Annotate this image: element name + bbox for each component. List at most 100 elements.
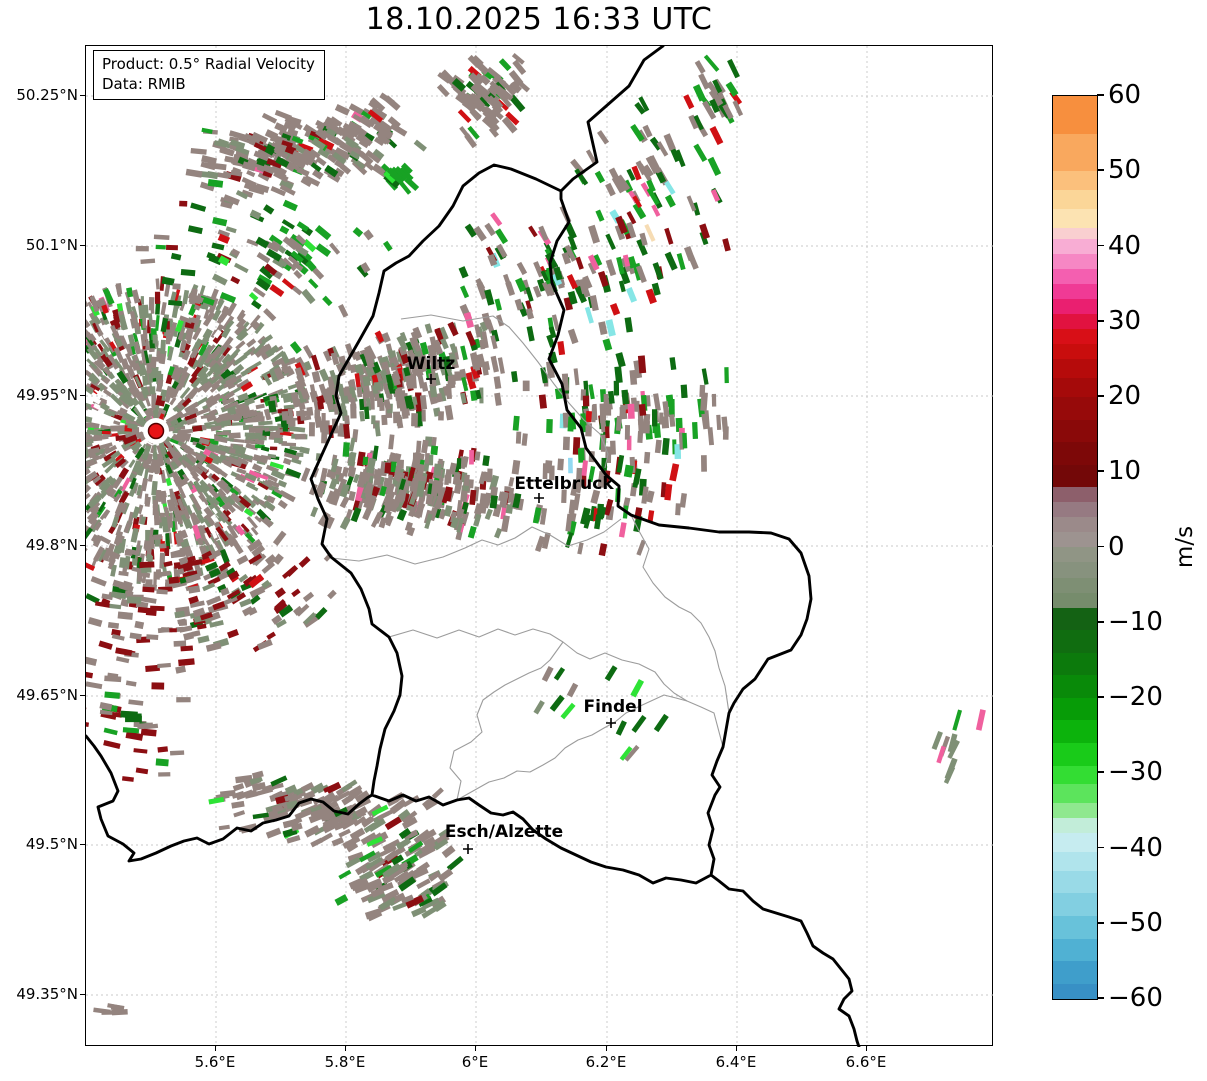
colorbar-band [1053,961,1097,984]
colorbar-tick-mark [1097,771,1104,774]
colorbar-tick-label: −30 [1108,757,1163,788]
lon-tick-mark [344,1046,346,1051]
colorbar-band [1053,329,1097,345]
product-info-box: Product: 0.5° Radial Velocity Data: RMIB [93,50,325,100]
canton-border-layer [330,314,730,801]
plot-area: Wiltz Ettelbruck Findel Esch/Alzette Produc… [85,45,994,1047]
lat-tick-label: 50.25°N [16,86,78,104]
colorbar-band [1053,190,1097,209]
lat-tick-mark [80,993,85,995]
colorbar-band [1053,916,1097,939]
lon-tick-label: 5.6°E [194,1053,236,1071]
colorbar-band [1053,487,1097,503]
colorbar-tick-label: 0 [1108,531,1125,562]
colorbar-tick-mark [1097,470,1104,473]
radar-site-marker [143,418,169,444]
data-source-line: Data: RMIB [102,75,186,94]
country-border-layer [86,46,861,1047]
colorbar-tick-label: 50 [1108,155,1142,186]
colorbar-band [1053,803,1097,819]
lon-tick-label: 6°E [461,1053,489,1071]
colorbar-band [1053,254,1097,270]
colorbar-band [1053,675,1097,698]
colorbar-tick-mark [1097,94,1104,96]
colorbar-tick-label: 20 [1108,381,1142,411]
lat-tick-label: 49.65°N [16,686,78,704]
colorbar-band [1053,502,1097,518]
colorbar-band [1053,359,1097,379]
colorbar-band [1053,208,1097,228]
radar-echo-layer [86,53,986,1016]
city-labels-layer: Wiltz Ettelbruck Findel Esch/Alzette [407,354,643,854]
colorbar-band [1053,269,1097,285]
colorbar-band [1053,562,1097,578]
colorbar-band [1053,419,1097,443]
lat-tick-label: 49.95°N [16,386,78,404]
lat-tick-label: 50.1°N [25,236,78,254]
lat-tick-label: 49.35°N [16,985,78,1003]
colorbar-band [1053,133,1097,172]
city-marker-icon [606,718,616,728]
lat-tick-mark [80,394,85,396]
colorbar-band [1053,532,1097,548]
city-marker-icon [463,844,473,854]
colorbar-tick-label: 30 [1108,305,1142,336]
colorbar-band [1053,742,1097,766]
colorbar-band [1053,784,1097,804]
colorbar-band [1053,938,1097,962]
colorbar-band [1053,983,1097,999]
chart-title: 18.10.2025 16:33 UTC [365,2,713,37]
colorbar-band [1053,171,1097,191]
lon-tick-mark [865,1046,867,1051]
colorbar-tick-label: −10 [1108,606,1163,637]
colorbar-band [1053,96,1097,134]
city-label-findel: Findel [583,697,642,717]
city-label-esch-alzette: Esch/Alzette [445,822,563,842]
colorbar-band [1053,652,1097,676]
colorbar-tick-mark [1097,545,1104,548]
colorbar-unit-label: m/s [1172,525,1198,569]
map-svg: Wiltz Ettelbruck Findel Esch/Alzette [86,46,994,1047]
colorbar-band [1053,396,1097,420]
lat-tick-mark [80,544,85,546]
lat-tick-label: 49.5°N [25,835,78,853]
lat-tick-label: 49.8°N [25,536,78,554]
colorbar-tick-mark [1097,921,1104,924]
lat-tick-mark [80,843,85,845]
lon-tick-mark [474,1046,476,1051]
colorbar-band [1053,697,1097,721]
lon-tick-label: 6.6°E [845,1053,887,1071]
colorbar-band [1053,765,1097,785]
lat-tick-mark [80,94,85,96]
colorbar-tick-label: −20 [1108,682,1163,712]
product-line: Product: 0.5° Radial Velocity [102,55,315,73]
colorbar-band [1053,378,1097,397]
colorbar-tick-label: 60 [1108,80,1142,110]
colorbar-band [1053,630,1097,653]
colorbar-tick-label: 40 [1108,230,1142,261]
colorbar-band [1053,517,1097,533]
colorbar-band [1053,720,1097,743]
colorbar-band [1053,238,1097,255]
colorbar-tick-mark [1097,319,1104,322]
colorbar-band [1053,852,1097,871]
colorbar-band [1053,314,1097,330]
colorbar-tick-mark [1097,169,1104,172]
colorbar-band [1053,299,1097,315]
colorbar [1052,95,1098,1000]
colorbar-band [1053,818,1097,834]
colorbar-tick-label: −40 [1108,832,1163,863]
city-marker-icon [534,493,544,503]
colorbar-tick-mark [1097,395,1104,397]
colorbar-band [1053,607,1097,631]
colorbar-tick-label: 10 [1108,456,1142,487]
colorbar-band [1053,870,1097,894]
colorbar-band [1053,592,1097,608]
colorbar-band [1053,547,1097,563]
lon-tick-label: 6.2°E [585,1053,627,1071]
colorbar-tick-mark [1097,620,1104,623]
colorbar-band [1053,833,1097,853]
colorbar-tick-mark [1097,997,1104,999]
colorbar-band [1053,577,1097,593]
